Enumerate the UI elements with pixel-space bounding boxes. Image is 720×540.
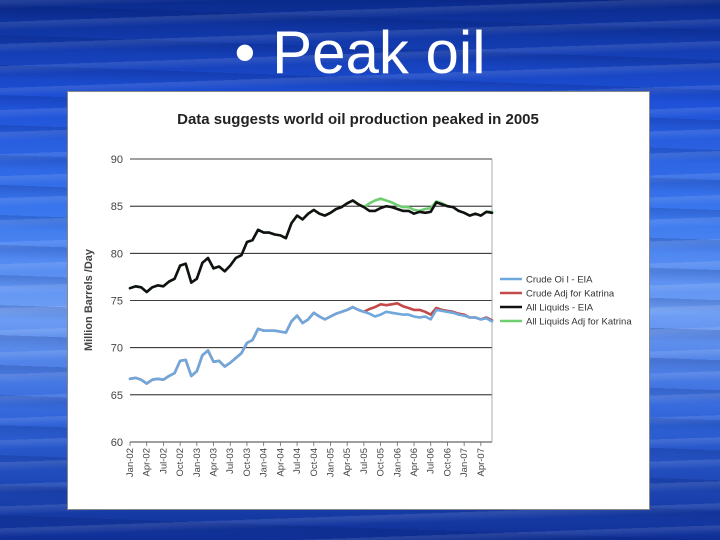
legend-label-all-liquids-adj-for-katrina: All Liquids Adj for Katrina — [526, 317, 632, 328]
x-tick-Apr-04: Apr-04 — [275, 448, 286, 477]
x-tick-Jan-05: Jan-05 — [325, 448, 336, 477]
y-tick-90: 90 — [111, 154, 123, 166]
x-tick-labels: Jan-02 Apr-02 Jul-02 Oct-02 Jan-03 Apr-03 Jul-… — [125, 442, 487, 477]
x-tick-Jan-02: Jan-02 — [125, 448, 136, 477]
x-tick-Jul-05: Jul-05 — [359, 448, 370, 474]
x-tick-Jan-04: Jan-04 — [259, 448, 270, 477]
y-tick-85: 85 — [111, 201, 123, 213]
chart-panel: Data suggests world oil production peake… — [67, 91, 650, 510]
y-tick-75: 75 — [111, 296, 123, 308]
slide-title: • Peak oil — [234, 19, 486, 86]
x-tick-Apr-05: Apr-05 — [342, 448, 353, 477]
y-tick-65: 65 — [111, 390, 123, 402]
legend-label-all-liquids-eia: All Liquids - EIA — [526, 303, 594, 314]
x-tick-Apr-06: Apr-06 — [409, 448, 420, 477]
y-tick-70: 70 — [111, 343, 123, 355]
x-tick-Oct-04: Oct-04 — [309, 448, 320, 477]
series-line-crude-oil-eia — [128, 305, 494, 385]
x-tick-Jan-07: Jan-07 — [459, 448, 470, 477]
series-line-all-liquids-eia — [128, 199, 494, 294]
y-tick-labels: 60 65 70 75 80 85 90 — [111, 154, 123, 449]
x-tick-Jan-03: Jan-03 — [192, 448, 203, 477]
x-tick-Oct-03: Oct-03 — [242, 448, 253, 477]
legend: Crude Oi l - EIA Crude Adj for Katrina All… — [500, 275, 632, 328]
x-tick-Jul-06: Jul-06 — [426, 448, 437, 474]
x-tick-Oct-06: Oct-06 — [442, 448, 453, 477]
gridlines — [130, 158, 493, 443]
x-tick-Oct-02: Oct-02 — [175, 448, 186, 477]
x-tick-Jan-06: Jan-06 — [392, 448, 403, 477]
y-tick-80: 80 — [111, 248, 123, 260]
x-tick-Apr-07: Apr-07 — [476, 448, 487, 477]
chart-title: Data suggests world oil production peake… — [177, 111, 539, 128]
x-tick-Apr-03: Apr-03 — [209, 448, 220, 477]
x-tick-Oct-05: Oct-05 — [376, 448, 387, 477]
x-tick-Jul-03: Jul-03 — [225, 448, 236, 474]
plot-area — [128, 197, 494, 385]
legend-label-crude-adj-for-katrina: Crude Adj for Katrina — [526, 289, 615, 300]
x-tick-Jul-02: Jul-02 — [158, 448, 169, 474]
y-axis-label: Million Barrels /Day — [83, 248, 95, 351]
y-tick-60: 60 — [111, 437, 123, 449]
chart-svg: Data suggests world oil production peake… — [83, 111, 632, 477]
x-tick-Apr-02: Apr-02 — [142, 448, 153, 477]
legend-label-crude-oil-eia: Crude Oi l - EIA — [526, 275, 593, 286]
x-tick-Jul-04: Jul-04 — [292, 448, 303, 474]
